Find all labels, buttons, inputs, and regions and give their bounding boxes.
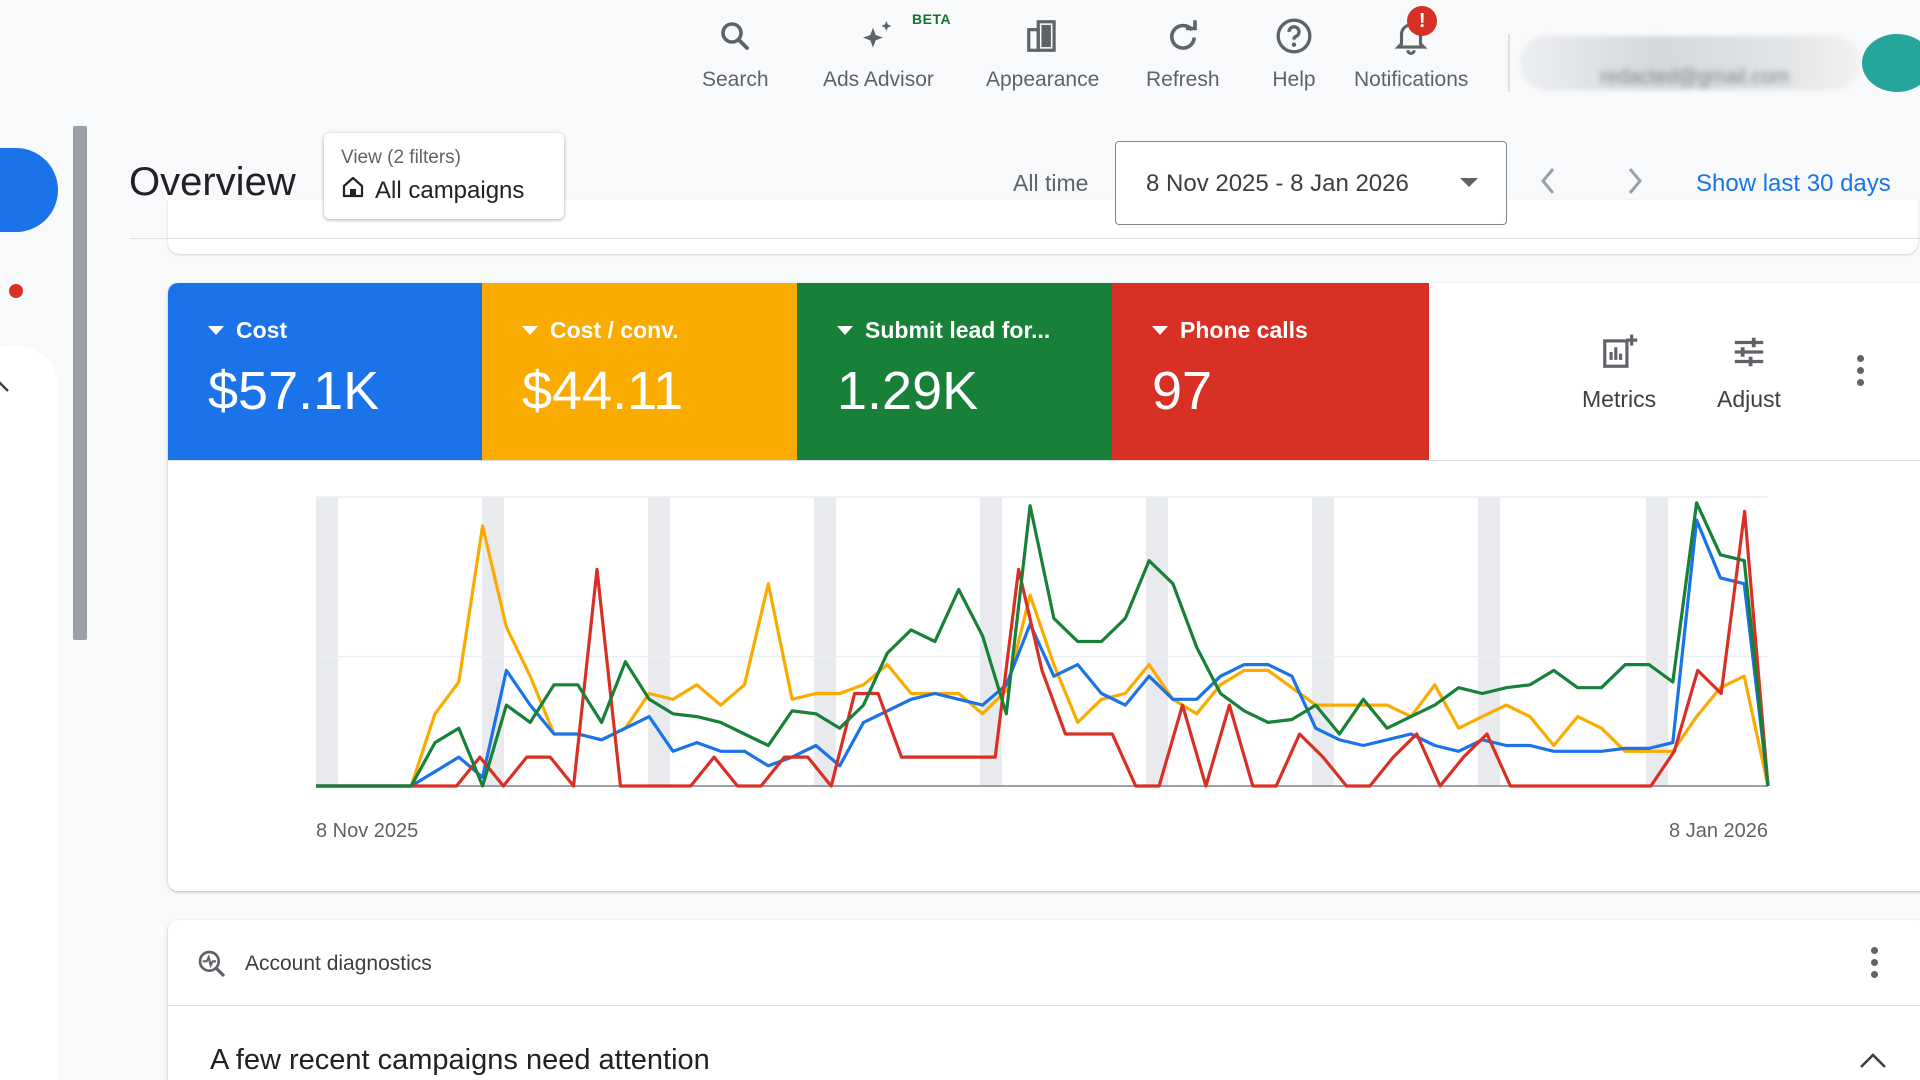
avatar[interactable] — [1862, 34, 1920, 92]
view-filters-label: View (2 filters) — [341, 147, 462, 168]
weekend-band — [316, 497, 338, 786]
help-icon — [1272, 14, 1316, 58]
diagnostics-header: Account diagnostics — [168, 920, 1920, 1006]
beta-badge: BETA — [912, 11, 952, 27]
weekend-band — [980, 497, 1002, 786]
diagnostics-message: A few recent campaigns need attention — [210, 1044, 710, 1076]
metric-name: Cost / conv. — [550, 317, 679, 343]
adjust-button[interactable]: Adjust — [1717, 333, 1781, 413]
dropdown-caret-icon — [837, 326, 853, 335]
metric-name: Phone calls — [1180, 317, 1308, 343]
appearance-label: Appearance — [986, 68, 1100, 91]
home-icon — [341, 175, 365, 206]
nav-create-button[interactable] — [0, 148, 58, 232]
add-chart-icon — [1599, 333, 1639, 376]
x-tick-label-start: 8 Nov 2025 — [316, 820, 418, 842]
metrics-button[interactable]: Metrics — [1582, 333, 1656, 413]
chevron-right-icon — [1628, 168, 1642, 194]
view-value: All campaigns — [375, 176, 525, 204]
date-range-value: 8 Nov 2025 - 8 Jan 2026 — [1146, 170, 1409, 197]
account-chip[interactable] — [1520, 36, 1860, 90]
chart-background — [316, 496, 1768, 787]
refresh-label: Refresh — [1146, 68, 1220, 91]
weekend-band — [1478, 497, 1500, 786]
dropdown-caret-icon — [1152, 326, 1168, 335]
help-button[interactable]: Help — [1272, 14, 1316, 92]
next-period-button[interactable] — [1622, 164, 1646, 203]
metric-value: 97 — [1152, 361, 1213, 421]
appearance-icon — [1021, 14, 1065, 58]
diagnostics-icon — [196, 948, 228, 985]
previous-period-button[interactable] — [1537, 164, 1561, 203]
notifications-button[interactable]: ! Notifications — [1354, 6, 1469, 92]
search-label: Search — [702, 68, 769, 91]
nav-alert-dot — [9, 284, 23, 298]
series-line-submit-lead-for — [316, 501, 1770, 788]
tune-icon — [1730, 333, 1768, 376]
more-options-icon[interactable] — [1857, 355, 1864, 386]
dropdown-caret-icon — [522, 326, 538, 335]
weekend-band — [482, 497, 504, 786]
metric-value: $57.1K — [208, 361, 380, 421]
collapse-chevron-icon[interactable] — [0, 376, 14, 401]
refresh-icon — [1161, 14, 1205, 58]
toolbar-divider — [1508, 34, 1510, 92]
metric-value: $44.11 — [522, 361, 684, 421]
top-toolbar: Search Ads Advisor BETA Appearance Refre… — [0, 0, 1920, 118]
ads-advisor-label: Ads Advisor — [823, 68, 934, 91]
chart-series — [316, 501, 1770, 788]
bell-icon: ! — [1389, 6, 1438, 58]
metrics-label: Metrics — [1582, 386, 1657, 412]
diagnostics-title: Account diagnostics — [245, 952, 432, 975]
diagnostics-more-icon[interactable] — [1871, 947, 1878, 978]
metric-tile-cost[interactable]: Cost $57.1K — [168, 283, 482, 460]
metric-value: 1.29K — [837, 361, 979, 421]
metric-divider — [168, 460, 1920, 461]
series-line-phone-calls — [316, 509, 1770, 788]
x-tick-label-end: 8 Jan 2026 — [1669, 820, 1768, 842]
metric-tile-phone-calls[interactable]: Phone calls 97 — [1112, 283, 1429, 460]
weekend-band — [648, 497, 670, 786]
header-divider — [130, 238, 1920, 239]
dropdown-caret-icon — [208, 326, 224, 335]
date-range-picker[interactable]: 8 Nov 2025 - 8 Jan 2026 — [1115, 141, 1507, 225]
account-diagnostics-card: Account diagnostics A few recent campaig… — [168, 920, 1920, 1080]
weekend-band — [1646, 497, 1668, 786]
metric-name: Cost — [236, 317, 288, 343]
weekend-band — [1146, 497, 1168, 786]
help-label: Help — [1272, 68, 1316, 91]
metric-tile-cost-per-conv[interactable]: Cost / conv. $44.11 — [482, 283, 797, 460]
ads-advisor-button[interactable]: Ads Advisor — [823, 14, 934, 92]
weekend-band — [814, 497, 836, 786]
performance-chart: 8 Nov 2025 8 Jan 2026 — [316, 496, 1770, 842]
scrollbar[interactable] — [73, 126, 87, 640]
weekend-band — [1312, 497, 1334, 786]
chevron-left-icon — [1541, 168, 1555, 194]
dropdown-caret-icon — [1460, 178, 1478, 187]
adjust-label: Adjust — [1717, 386, 1781, 412]
sparkle-icon — [856, 14, 900, 58]
search-icon — [713, 14, 757, 58]
show-last-30-days-link[interactable]: Show last 30 days — [1696, 170, 1891, 197]
notifications-badge: ! — [1407, 6, 1438, 36]
period-label: All time — [1013, 170, 1089, 196]
appearance-button[interactable]: Appearance — [986, 14, 1099, 92]
view-filter-button[interactable]: View (2 filters) All campaigns — [324, 133, 564, 219]
account-email: redacted@gmail.com — [1600, 66, 1790, 88]
refresh-button[interactable]: Refresh — [1146, 14, 1220, 92]
notifications-label: Notifications — [1354, 68, 1469, 91]
page-title: Overview — [129, 160, 296, 204]
metric-name: Submit lead for... — [865, 317, 1051, 343]
performance-card: Cost $57.1K Cost / conv. $44.11 Submit l… — [168, 283, 1920, 891]
search-button[interactable]: Search — [702, 14, 769, 92]
nav-panel — [0, 346, 58, 1080]
series-line-cost — [316, 518, 1770, 788]
chevron-up-icon[interactable] — [1858, 1050, 1888, 1075]
metric-tile-submit-lead[interactable]: Submit lead for... 1.29K — [797, 283, 1112, 460]
